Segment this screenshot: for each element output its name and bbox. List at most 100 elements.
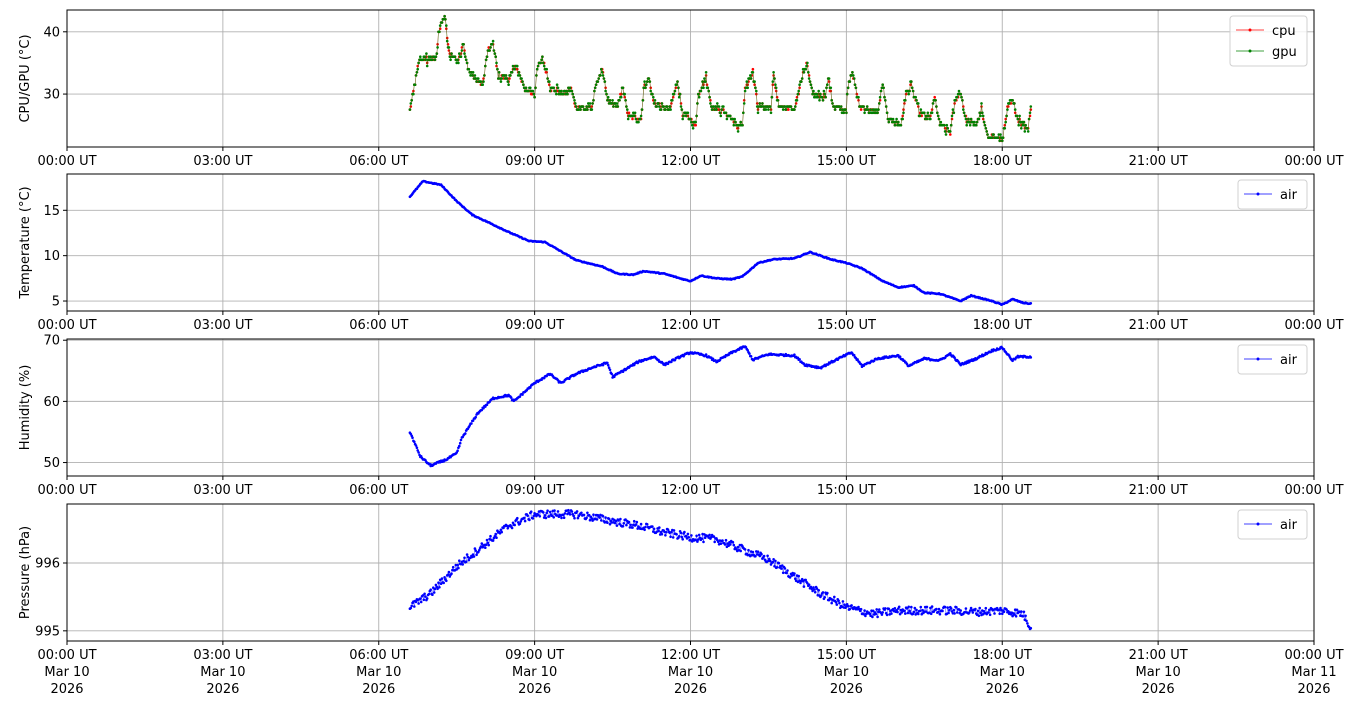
data-point xyxy=(1011,99,1014,102)
data-point xyxy=(918,609,922,613)
data-point xyxy=(878,95,882,99)
data-point xyxy=(859,108,863,111)
data-point xyxy=(684,114,688,118)
data-point xyxy=(676,80,679,83)
data-point xyxy=(961,99,964,102)
data-point xyxy=(458,559,461,562)
data-point xyxy=(859,607,863,611)
data-point xyxy=(700,537,704,540)
data-point xyxy=(724,111,728,115)
data-point xyxy=(1016,117,1020,121)
data-point xyxy=(690,123,694,127)
data-point xyxy=(477,549,481,552)
data-point xyxy=(558,89,561,93)
data-point xyxy=(462,43,465,46)
data-point xyxy=(884,99,887,102)
data-point xyxy=(570,510,574,513)
data-point xyxy=(719,114,723,118)
data-point xyxy=(409,105,413,108)
data-point xyxy=(489,46,492,49)
x-tick-year: 2026 xyxy=(362,682,395,697)
data-point xyxy=(566,512,569,516)
data-point xyxy=(917,612,920,616)
data-point xyxy=(652,527,656,531)
data-point xyxy=(910,86,914,90)
data-point xyxy=(697,92,700,96)
data-point xyxy=(529,386,532,389)
data-point xyxy=(807,583,811,586)
data-point xyxy=(539,61,542,65)
data-point xyxy=(680,535,684,539)
data-point xyxy=(942,123,946,127)
data-point xyxy=(758,554,762,558)
data-point xyxy=(522,86,526,90)
data-point xyxy=(651,92,654,96)
data-point xyxy=(917,102,920,105)
data-point xyxy=(550,514,554,517)
data-point xyxy=(456,563,459,567)
data-point xyxy=(477,77,480,80)
x-tick-label: 00:00 UT xyxy=(37,648,96,663)
data-point xyxy=(825,86,828,90)
x-tick-date: Mar 11 xyxy=(1291,665,1336,680)
data-point xyxy=(910,80,913,83)
data-point xyxy=(952,608,956,612)
data-point xyxy=(767,108,770,111)
data-point xyxy=(724,538,728,542)
data-point xyxy=(606,99,609,102)
data-point xyxy=(707,89,710,93)
data-point xyxy=(473,74,477,77)
data-point xyxy=(879,89,883,93)
data-point xyxy=(421,58,425,62)
data-point xyxy=(736,130,740,133)
data-point xyxy=(947,611,950,615)
data-point xyxy=(948,608,951,612)
x-tick-label: 03:00 UT xyxy=(193,318,252,333)
data-point xyxy=(935,105,938,108)
data-point xyxy=(669,535,672,539)
axes-frame xyxy=(66,173,1315,312)
data-point xyxy=(1029,626,1033,630)
data-point xyxy=(1005,114,1008,118)
x-tick-label: 09:00 UT xyxy=(505,154,564,169)
data-point xyxy=(1001,136,1005,139)
subplot-4: 00:00 UT Mar 10 2026 03:00 UT Mar 10 2026 06:0… xyxy=(18,503,1344,697)
data-point xyxy=(968,611,971,614)
data-point xyxy=(901,117,904,121)
data-point xyxy=(988,613,992,617)
data-point xyxy=(555,83,559,86)
data-point xyxy=(1028,114,1032,118)
data-point xyxy=(915,608,918,612)
data-point xyxy=(678,92,682,96)
data-point xyxy=(744,86,748,90)
data-point xyxy=(445,39,449,43)
x-tick-year: 2026 xyxy=(50,682,83,697)
data-point xyxy=(915,99,918,102)
data-point xyxy=(979,114,982,118)
data-point xyxy=(1003,127,1007,130)
data-point xyxy=(464,432,467,435)
data-point xyxy=(552,86,555,90)
data-point xyxy=(482,77,485,80)
data-point xyxy=(658,105,661,108)
data-point xyxy=(463,52,466,55)
data-point xyxy=(721,539,724,542)
data-point xyxy=(713,108,716,111)
x-tick-date: Mar 10 xyxy=(44,665,89,680)
y-tick-label: 50 xyxy=(43,456,60,471)
data-point xyxy=(874,612,878,616)
data-point xyxy=(464,58,468,62)
data-point xyxy=(895,117,898,121)
data-point xyxy=(1013,108,1017,111)
data-point xyxy=(459,55,463,58)
data-point xyxy=(679,105,683,108)
data-point xyxy=(944,133,948,136)
data-point xyxy=(1020,610,1023,613)
data-point xyxy=(800,80,803,83)
legend-label-air: air xyxy=(1280,518,1298,533)
data-point xyxy=(415,446,419,450)
data-point xyxy=(736,545,740,549)
data-point xyxy=(904,612,907,615)
data-point xyxy=(885,613,889,617)
data-point xyxy=(513,67,516,71)
